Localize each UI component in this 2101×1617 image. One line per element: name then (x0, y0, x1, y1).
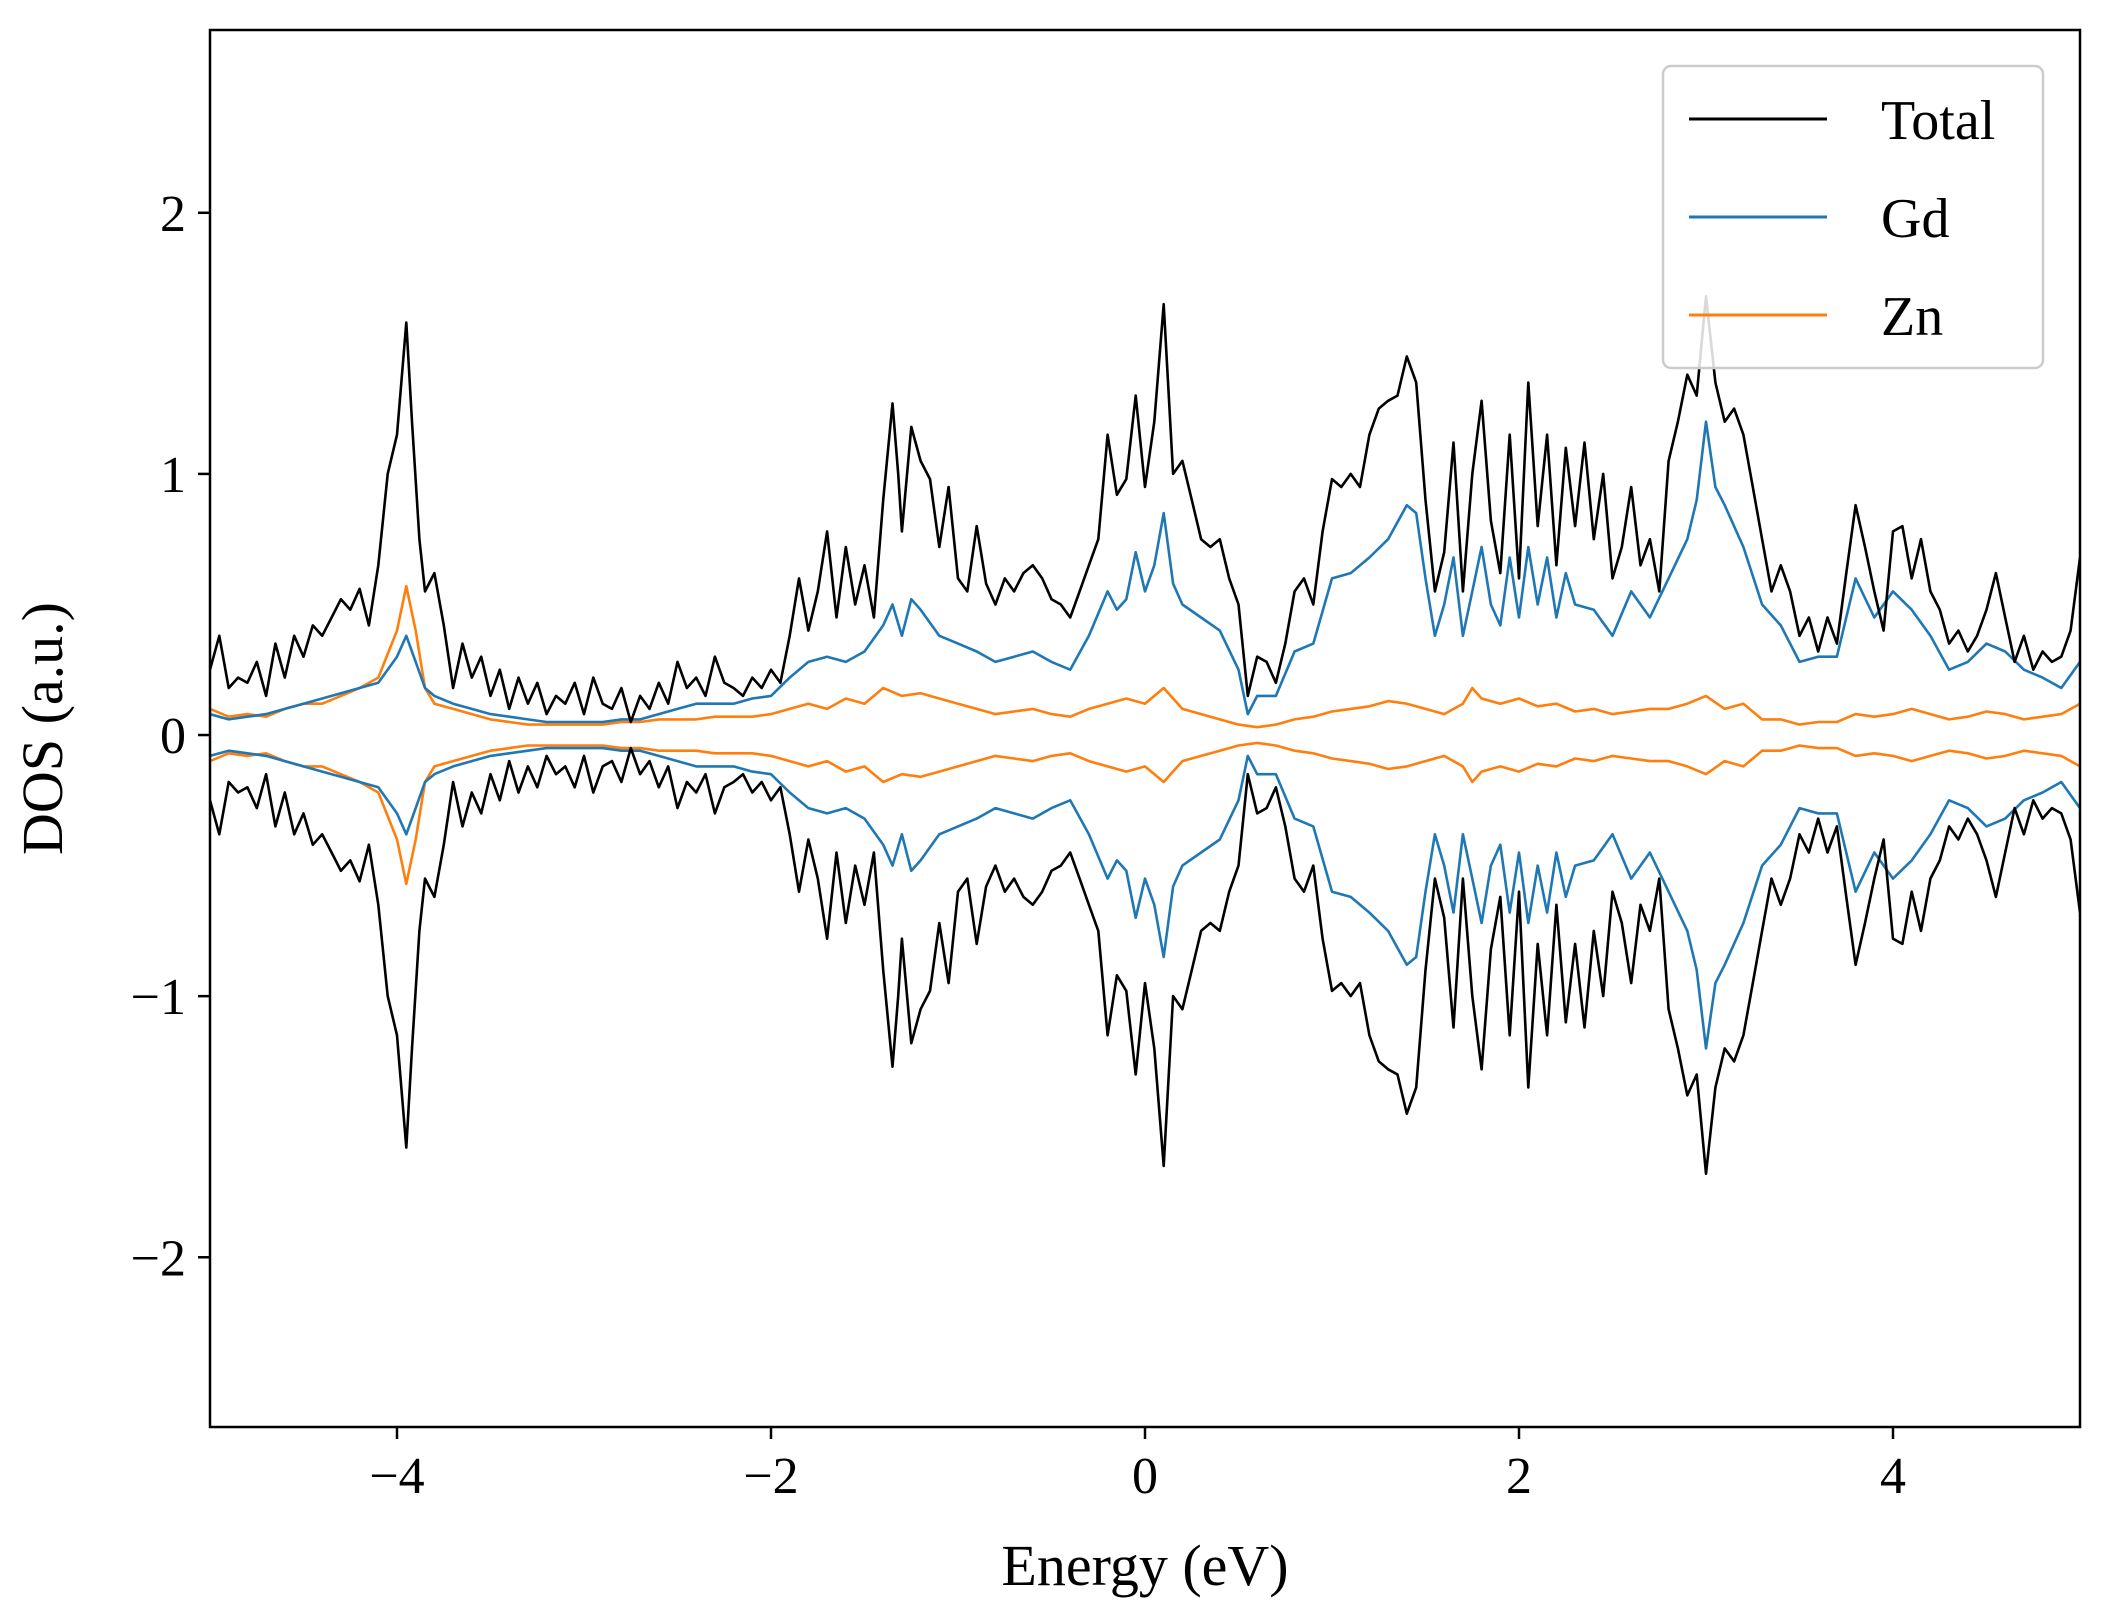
series-line-total-spin-down (210, 746, 2080, 1175)
x-tick-label: 0 (1132, 1448, 1158, 1505)
x-axis: −4 −2 0 2 4 (369, 1427, 1906, 1505)
series-line-zn-spin-up (210, 584, 2080, 729)
series-line-gd-spin-up (210, 420, 2080, 724)
y-tick-label: 0 (160, 708, 186, 765)
y-tick-label: 2 (160, 186, 186, 243)
x-tick-label: 2 (1506, 1448, 1532, 1505)
y-axis-title: DOS (a.u.) (10, 602, 75, 855)
legend-label-zn: Zn (1881, 286, 1943, 348)
y-axis: −2 −1 0 1 2 (131, 186, 210, 1287)
series-layer (210, 295, 2080, 1175)
x-tick-label: 4 (1880, 1448, 1906, 1505)
x-tick-label: −4 (369, 1448, 424, 1505)
x-tick-label: −2 (743, 1448, 798, 1505)
series-line-zn-spin-down (210, 741, 2080, 886)
legend: Total Gd Zn (1661, 64, 2045, 370)
y-tick-label: 1 (160, 447, 186, 504)
series-line-total-spin-up (210, 295, 2080, 724)
legend-label-gd: Gd (1881, 188, 1949, 250)
y-tick-label: −1 (131, 969, 186, 1026)
x-axis-title: Energy (eV) (1001, 1533, 1288, 1598)
legend-box (1661, 64, 2045, 370)
series-line-gd-spin-down (210, 746, 2080, 1050)
y-tick-label: −2 (131, 1230, 186, 1287)
legend-label-total: Total (1881, 90, 1995, 152)
